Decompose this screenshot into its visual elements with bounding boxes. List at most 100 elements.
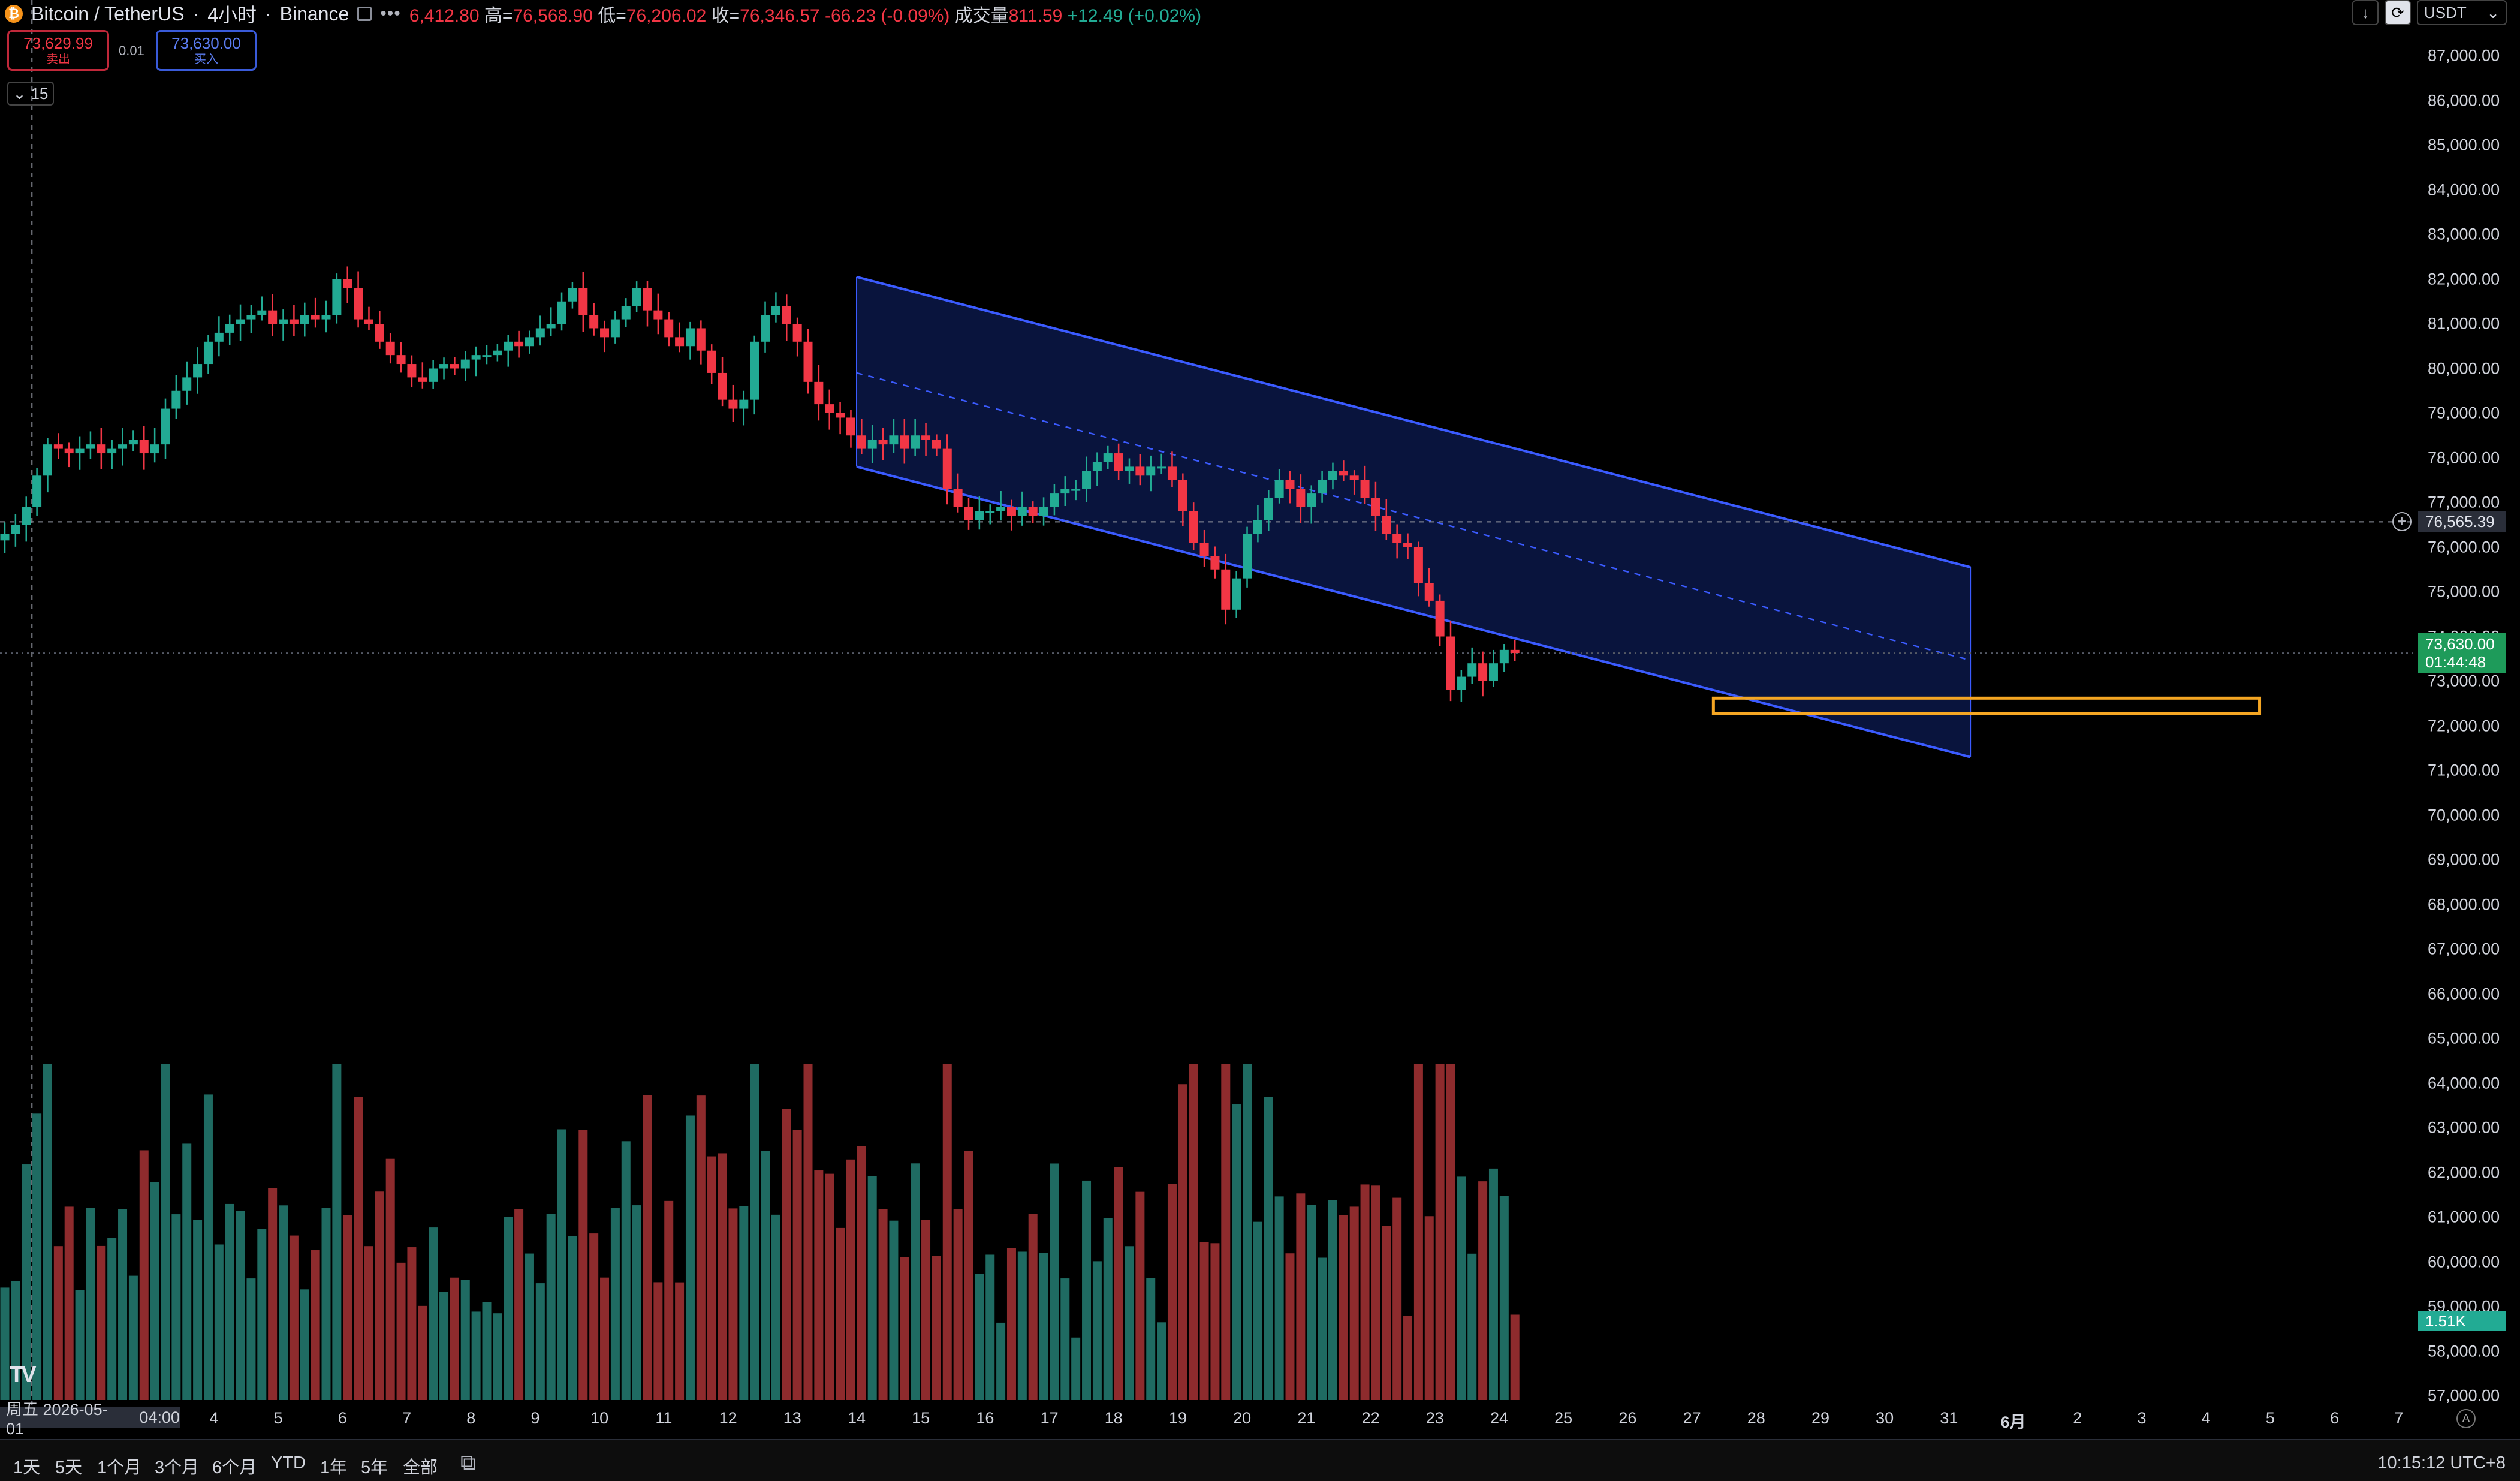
volume-bar [578, 1130, 588, 1400]
candle-body [718, 372, 727, 400]
volume-bar [878, 1209, 888, 1400]
price-axis-label: 67,000.00 [2428, 940, 2500, 958]
candle-body [1006, 507, 1016, 516]
interval-label[interactable]: 4小时 [207, 4, 257, 26]
volume-label: 成交量 [954, 6, 1009, 26]
candle-body [385, 341, 395, 356]
candle-body [118, 444, 128, 449]
candle-body [1146, 466, 1156, 476]
volume-bar [718, 1153, 727, 1400]
time-axis-label: 23 [1425, 1409, 1444, 1427]
buy-button[interactable]: 73,630.00 买入 [156, 30, 257, 71]
market-status-icon[interactable] [357, 7, 372, 21]
volume-bar [1264, 1097, 1273, 1400]
candle-body [1199, 543, 1209, 556]
candle-body [1392, 534, 1402, 543]
price-axis-label: 84,000.00 [2428, 180, 2500, 198]
time-axis-label: 17 [1040, 1409, 1059, 1427]
price-axis-label: 60,000.00 [2428, 1253, 2500, 1271]
more-options-icon[interactable]: ••• [380, 4, 401, 23]
range-all[interactable]: 全部 [403, 1458, 438, 1477]
candle-body [964, 507, 973, 520]
candle-body [429, 368, 438, 382]
candle-body [1178, 480, 1187, 511]
volume-bar [171, 1214, 181, 1400]
candle-body [418, 377, 427, 382]
tradingview-logo-icon[interactable]: TV [10, 1362, 37, 1387]
price-axis-label: 81,000.00 [2428, 314, 2500, 333]
volume-bar [1457, 1176, 1466, 1400]
range-ytd[interactable]: YTD [271, 1453, 306, 1473]
volume-bar [1060, 1278, 1070, 1400]
volume-bar [921, 1220, 931, 1400]
sync-button[interactable]: ⟳ [2385, 0, 2411, 25]
candle-body [975, 511, 984, 520]
candle-body [942, 448, 952, 489]
volume-bar [32, 1113, 42, 1400]
candle-body [911, 435, 920, 449]
range-1y[interactable]: 1年 [320, 1458, 348, 1477]
volume-bar [996, 1322, 1006, 1400]
candle-body [75, 448, 85, 454]
range-3m[interactable]: 3个月 [155, 1458, 200, 1477]
candle-body [932, 440, 941, 449]
time-axis-label: 5 [273, 1409, 283, 1427]
sell-price: 73,629.99 [23, 34, 93, 52]
time-axis-label: 31 [1940, 1409, 1958, 1427]
add-alert-plus-icon[interactable]: + [2392, 512, 2412, 532]
candle-body [1488, 663, 1498, 681]
price-axis-label: 61,000.00 [2428, 1208, 2500, 1226]
volume-bar [1296, 1193, 1306, 1400]
refresh-icon: ⟳ [2391, 3, 2404, 22]
candle-body [354, 288, 363, 320]
volume-bar [750, 1064, 759, 1400]
candle-body [707, 350, 716, 373]
date-range-calendar-icon[interactable]: ⧉ [460, 1450, 476, 1474]
range-5d[interactable]: 5天 [55, 1458, 83, 1477]
candle-body [203, 341, 213, 365]
sell-button[interactable]: 73,629.99 卖出 [7, 30, 109, 71]
volume-bar [214, 1244, 224, 1400]
range-5y[interactable]: 5年 [361, 1458, 388, 1477]
volume-bar [1125, 1246, 1134, 1400]
candle-body [1189, 511, 1198, 543]
candle-body [311, 315, 320, 320]
price-axis-label: 79,000.00 [2428, 404, 2500, 422]
range-1d[interactable]: 1天 [13, 1458, 41, 1477]
high-label: 高= [484, 6, 513, 26]
range-1m[interactable]: 1个月 [97, 1458, 142, 1477]
time-axis-label: 22 [1361, 1409, 1380, 1427]
volume-bar [814, 1170, 824, 1400]
volume-bar [300, 1289, 309, 1400]
volume-bar [643, 1095, 652, 1400]
candle-body [32, 475, 42, 507]
download-button[interactable]: ↓ [2352, 0, 2379, 25]
clock-timezone[interactable]: 10:15:12 UTC+8 [2377, 1453, 2506, 1473]
time-axis-label: 3 [2137, 1409, 2147, 1427]
candle-body [889, 435, 899, 445]
range-6m[interactable]: 6个月 [212, 1458, 257, 1477]
time-axis-label: 20 [1233, 1409, 1252, 1427]
symbol-name[interactable]: Bitcoin / TetherUS [31, 2, 185, 25]
volume-bar [932, 1256, 941, 1400]
volume-bar [385, 1158, 395, 1400]
buy-price: 73,630.00 [171, 34, 241, 52]
volume-bar [1157, 1322, 1166, 1400]
time-axis-label: 8 [466, 1409, 476, 1427]
currency-select[interactable]: USDT ⌄ [2417, 0, 2507, 25]
volume-bar [632, 1205, 641, 1400]
candle-body [375, 324, 384, 342]
bitcoin-icon: ₿ [5, 5, 23, 23]
indicators-toggle-button[interactable]: ⌄ 15 [7, 82, 54, 106]
volume-bar [1071, 1337, 1081, 1400]
crosshair-time: 04:00 [139, 1408, 180, 1426]
volume-bar [354, 1097, 363, 1400]
volume-bar [707, 1156, 716, 1400]
volume-bar [911, 1163, 920, 1400]
candle-body [836, 413, 845, 418]
auto-scale-icon[interactable]: A [2456, 1409, 2476, 1428]
candle-body [589, 315, 599, 329]
volume-bar [610, 1208, 620, 1400]
